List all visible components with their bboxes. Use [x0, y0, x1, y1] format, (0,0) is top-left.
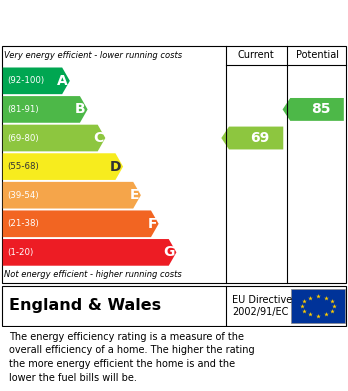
Bar — [291, 289, 345, 323]
Text: F: F — [148, 217, 157, 231]
Text: Very energy efficient - lower running costs: Very energy efficient - lower running co… — [4, 51, 182, 60]
Text: The energy efficiency rating is a measure of the
overall efficiency of a home. T: The energy efficiency rating is a measur… — [9, 332, 254, 382]
Text: D: D — [110, 160, 121, 174]
Polygon shape — [3, 125, 105, 151]
Polygon shape — [3, 68, 70, 94]
Text: Current: Current — [238, 50, 275, 60]
Text: (55-68): (55-68) — [7, 162, 39, 171]
Text: EU Directive
2002/91/EC: EU Directive 2002/91/EC — [232, 295, 293, 317]
Text: Potential: Potential — [296, 50, 339, 60]
Polygon shape — [3, 153, 123, 180]
Text: A: A — [57, 74, 68, 88]
Text: (92-100): (92-100) — [7, 76, 44, 85]
Text: England & Wales: England & Wales — [9, 298, 161, 314]
Text: (81-91): (81-91) — [7, 105, 39, 114]
Text: C: C — [93, 131, 104, 145]
Polygon shape — [3, 96, 88, 123]
Text: (39-54): (39-54) — [7, 191, 39, 200]
Text: G: G — [163, 246, 175, 259]
Polygon shape — [3, 182, 141, 208]
Text: 69: 69 — [250, 131, 269, 145]
Text: Energy Efficiency Rating: Energy Efficiency Rating — [9, 16, 211, 31]
Polygon shape — [283, 98, 344, 121]
Text: 85: 85 — [311, 102, 330, 117]
Text: (1-20): (1-20) — [7, 248, 33, 257]
Polygon shape — [3, 210, 159, 237]
Text: Not energy efficient - higher running costs: Not energy efficient - higher running co… — [4, 270, 182, 279]
Polygon shape — [3, 239, 176, 266]
Text: (69-80): (69-80) — [7, 133, 39, 142]
Text: E: E — [130, 188, 139, 202]
Text: (21-38): (21-38) — [7, 219, 39, 228]
Polygon shape — [221, 127, 283, 149]
Text: B: B — [75, 102, 86, 117]
